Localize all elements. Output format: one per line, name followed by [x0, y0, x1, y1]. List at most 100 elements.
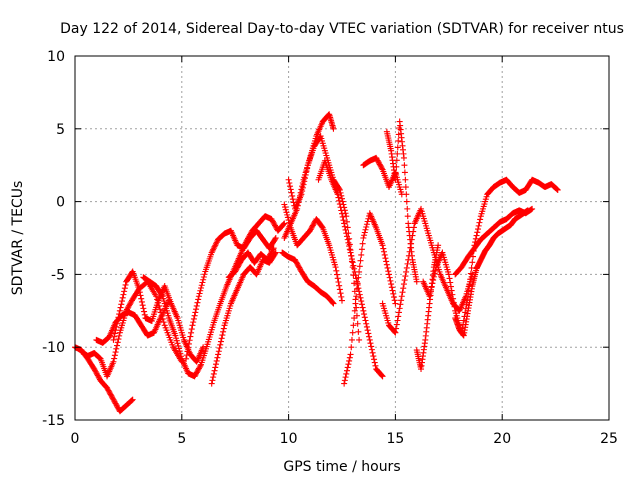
data-point — [363, 320, 370, 327]
data-point — [380, 245, 387, 252]
data-point — [195, 366, 202, 373]
data-point — [366, 333, 373, 340]
data-point — [394, 144, 401, 151]
y-tick-label: 0 — [56, 195, 65, 211]
data-point — [197, 287, 204, 294]
data-point — [191, 373, 198, 380]
data-point — [476, 219, 483, 226]
data-point — [370, 353, 377, 360]
data-point — [269, 246, 276, 253]
data-point — [292, 258, 299, 265]
data-point — [405, 252, 412, 259]
data-point — [468, 264, 475, 271]
data-point — [220, 325, 227, 332]
data-point — [336, 201, 343, 208]
data-point — [343, 367, 350, 374]
data-point — [341, 380, 348, 387]
data-point — [351, 265, 358, 272]
data-point — [198, 282, 205, 289]
y-tick-label: -15 — [42, 413, 65, 429]
x-axis-label: GPS time / hours — [283, 459, 400, 475]
data-point — [398, 297, 405, 304]
data-point — [173, 337, 180, 344]
data-point — [128, 397, 135, 404]
data-point — [106, 390, 113, 397]
data-point — [121, 285, 128, 292]
data-point — [373, 154, 380, 161]
data-point — [355, 285, 362, 292]
data-point — [400, 285, 407, 292]
data-point — [301, 178, 308, 185]
data-point — [358, 298, 365, 305]
data-point — [128, 397, 135, 404]
data-point — [235, 263, 242, 270]
data-point — [446, 275, 453, 282]
data-point — [448, 287, 455, 294]
data-point — [115, 336, 122, 343]
data-point — [193, 302, 200, 309]
data-point — [189, 322, 196, 329]
data-point — [96, 375, 103, 382]
series-trace-10 — [279, 249, 337, 307]
data-point — [267, 251, 274, 258]
data-point — [404, 205, 411, 212]
data-point — [270, 219, 277, 226]
data-point — [217, 338, 224, 345]
data-point — [213, 357, 220, 364]
data-point — [111, 397, 118, 404]
data-point — [94, 372, 101, 379]
data-point — [335, 279, 342, 286]
data-point — [284, 211, 291, 218]
data-point — [361, 229, 368, 236]
data-point — [113, 323, 120, 330]
data-point — [199, 279, 206, 286]
data-point — [188, 326, 195, 333]
data-point — [136, 289, 143, 296]
data-point — [128, 298, 135, 305]
data-point — [300, 181, 307, 188]
data-point — [91, 366, 98, 373]
data-point — [183, 352, 190, 359]
data-point — [188, 329, 195, 336]
data-point — [110, 396, 117, 403]
data-point — [339, 210, 345, 217]
data-point — [385, 268, 392, 275]
data-point — [190, 315, 197, 322]
data-point — [296, 265, 303, 272]
data-point — [190, 319, 197, 326]
data-point — [390, 290, 397, 297]
data-point — [397, 301, 404, 308]
data-point — [339, 213, 346, 220]
data-point — [272, 223, 279, 230]
data-point — [269, 217, 276, 224]
data-point — [341, 220, 348, 227]
data-point — [272, 235, 279, 241]
data-point — [524, 207, 531, 214]
data-point — [330, 125, 337, 132]
data-point — [342, 226, 349, 233]
data-point — [406, 248, 413, 255]
data-point — [285, 176, 292, 183]
data-point — [335, 194, 342, 201]
data-point — [109, 394, 116, 401]
data-point — [342, 374, 349, 381]
data-point — [367, 340, 374, 347]
data-point — [126, 301, 133, 308]
data-points — [72, 111, 561, 415]
data-point — [114, 320, 121, 327]
data-point — [193, 369, 200, 376]
data-point — [410, 228, 417, 235]
data-point — [553, 185, 560, 192]
data-point — [304, 165, 311, 172]
data-point — [210, 370, 217, 377]
data-point — [450, 299, 457, 306]
data-point — [141, 308, 148, 315]
data-point — [140, 305, 147, 312]
data-point — [95, 373, 102, 380]
data-point — [349, 259, 356, 266]
data-point — [183, 355, 190, 362]
data-point — [319, 223, 326, 230]
data-point — [360, 307, 367, 314]
data-point — [362, 226, 369, 233]
data-point — [269, 247, 276, 254]
